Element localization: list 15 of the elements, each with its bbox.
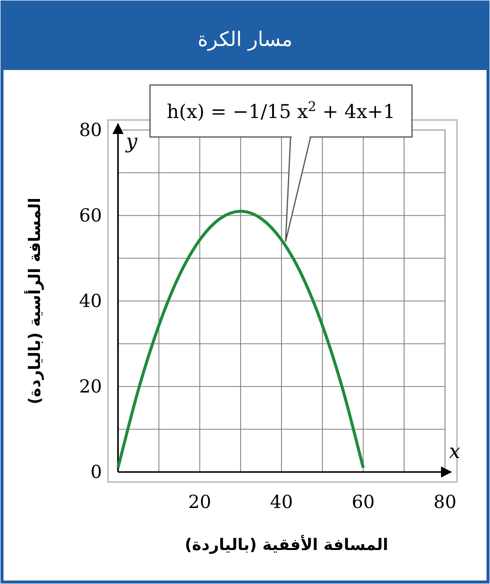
text: x	[449, 439, 460, 463]
x-axis-title: المسافة الأفقية (بالياردة)	[184, 534, 388, 554]
x-tick-label: 40	[270, 492, 293, 513]
x-tick-label: 60	[352, 492, 375, 513]
y-tick-label: 0	[90, 462, 102, 483]
y-tick-label: 40	[79, 291, 102, 312]
annotation: y	[125, 129, 138, 153]
x-tick-label: 20	[188, 492, 212, 513]
y-tick-label: 80	[79, 120, 102, 141]
y-tick-label: 20	[79, 376, 102, 398]
y-axis-title: المسافة الرأسية (بالياردة)	[24, 198, 44, 404]
annotation: h(x) = −1/15 x$^{2}$ + 4x+1	[166, 100, 396, 123]
y-tick-label: 60	[79, 206, 102, 226]
chart-title: مسار الكرة	[198, 27, 292, 51]
x-tick-label: 80	[434, 492, 456, 513]
